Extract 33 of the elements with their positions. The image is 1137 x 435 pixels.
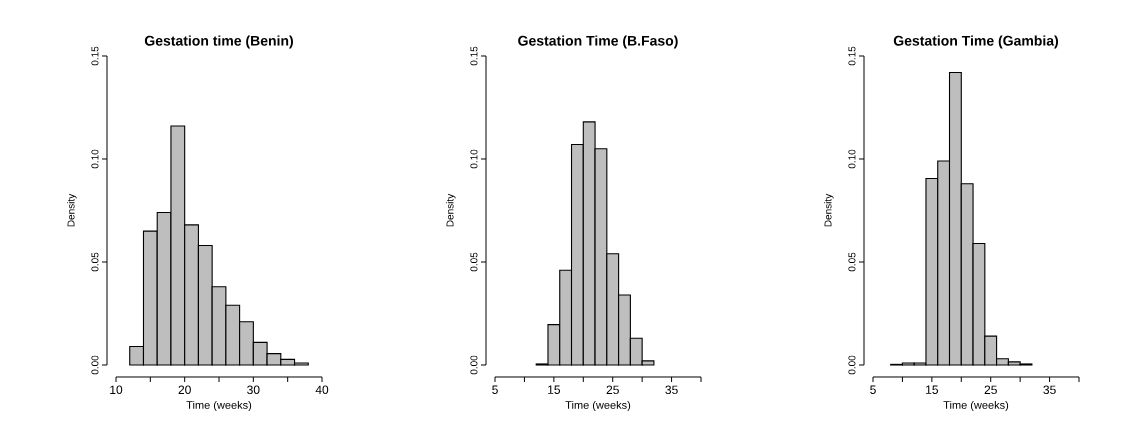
x-axis-title: Time (weeks) (186, 400, 252, 412)
y-tick-label: 0.10 (91, 149, 99, 169)
y-axis-title: Density (67, 193, 77, 227)
y-tick-label: 0.05 (848, 252, 856, 272)
chart-title: Gestation Time (B.Faso) (518, 35, 678, 49)
x-tick-label: 20 (178, 385, 191, 395)
chart-title: Gestation Time (Gambia) (893, 35, 1059, 49)
y-tick-label: 0.15 (91, 46, 99, 66)
x-tick-label: 15 (548, 385, 561, 394)
x-tick-label: 35 (665, 385, 678, 395)
x-tick-label: 35 (1043, 385, 1056, 395)
y-tick-label: 0.10 (848, 149, 856, 169)
x-tick-label: 15 (926, 385, 939, 394)
y-tick-label: 0.00 (91, 355, 99, 375)
x-tick-label: 40 (315, 385, 329, 395)
y-tick-label: 0.15 (470, 46, 478, 66)
x-tick-label: 30 (247, 385, 260, 395)
x-tick-label: 5 (870, 385, 876, 394)
y-tick-label: 0.00 (848, 355, 856, 375)
x-tick-label: 10 (110, 385, 123, 395)
x-tick-label: 5 (492, 385, 498, 394)
x-tick-label: 25 (606, 385, 619, 395)
y-tick-label: 0.00 (470, 355, 478, 375)
y-tick-label: 0.10 (470, 149, 478, 169)
y-axis-title: Density (446, 193, 456, 227)
x-tick-label: 25 (984, 385, 997, 395)
x-axis-title: Time (weeks) (943, 400, 1009, 412)
chart-title: Gestation time (Benin) (144, 35, 293, 49)
y-axis-title: Density (824, 193, 834, 227)
y-tick-label: 0.15 (848, 46, 856, 66)
y-tick-label: 0.05 (470, 252, 478, 272)
y-tick-label: 0.05 (91, 252, 99, 272)
x-axis-title: Time (weeks) (565, 400, 631, 412)
